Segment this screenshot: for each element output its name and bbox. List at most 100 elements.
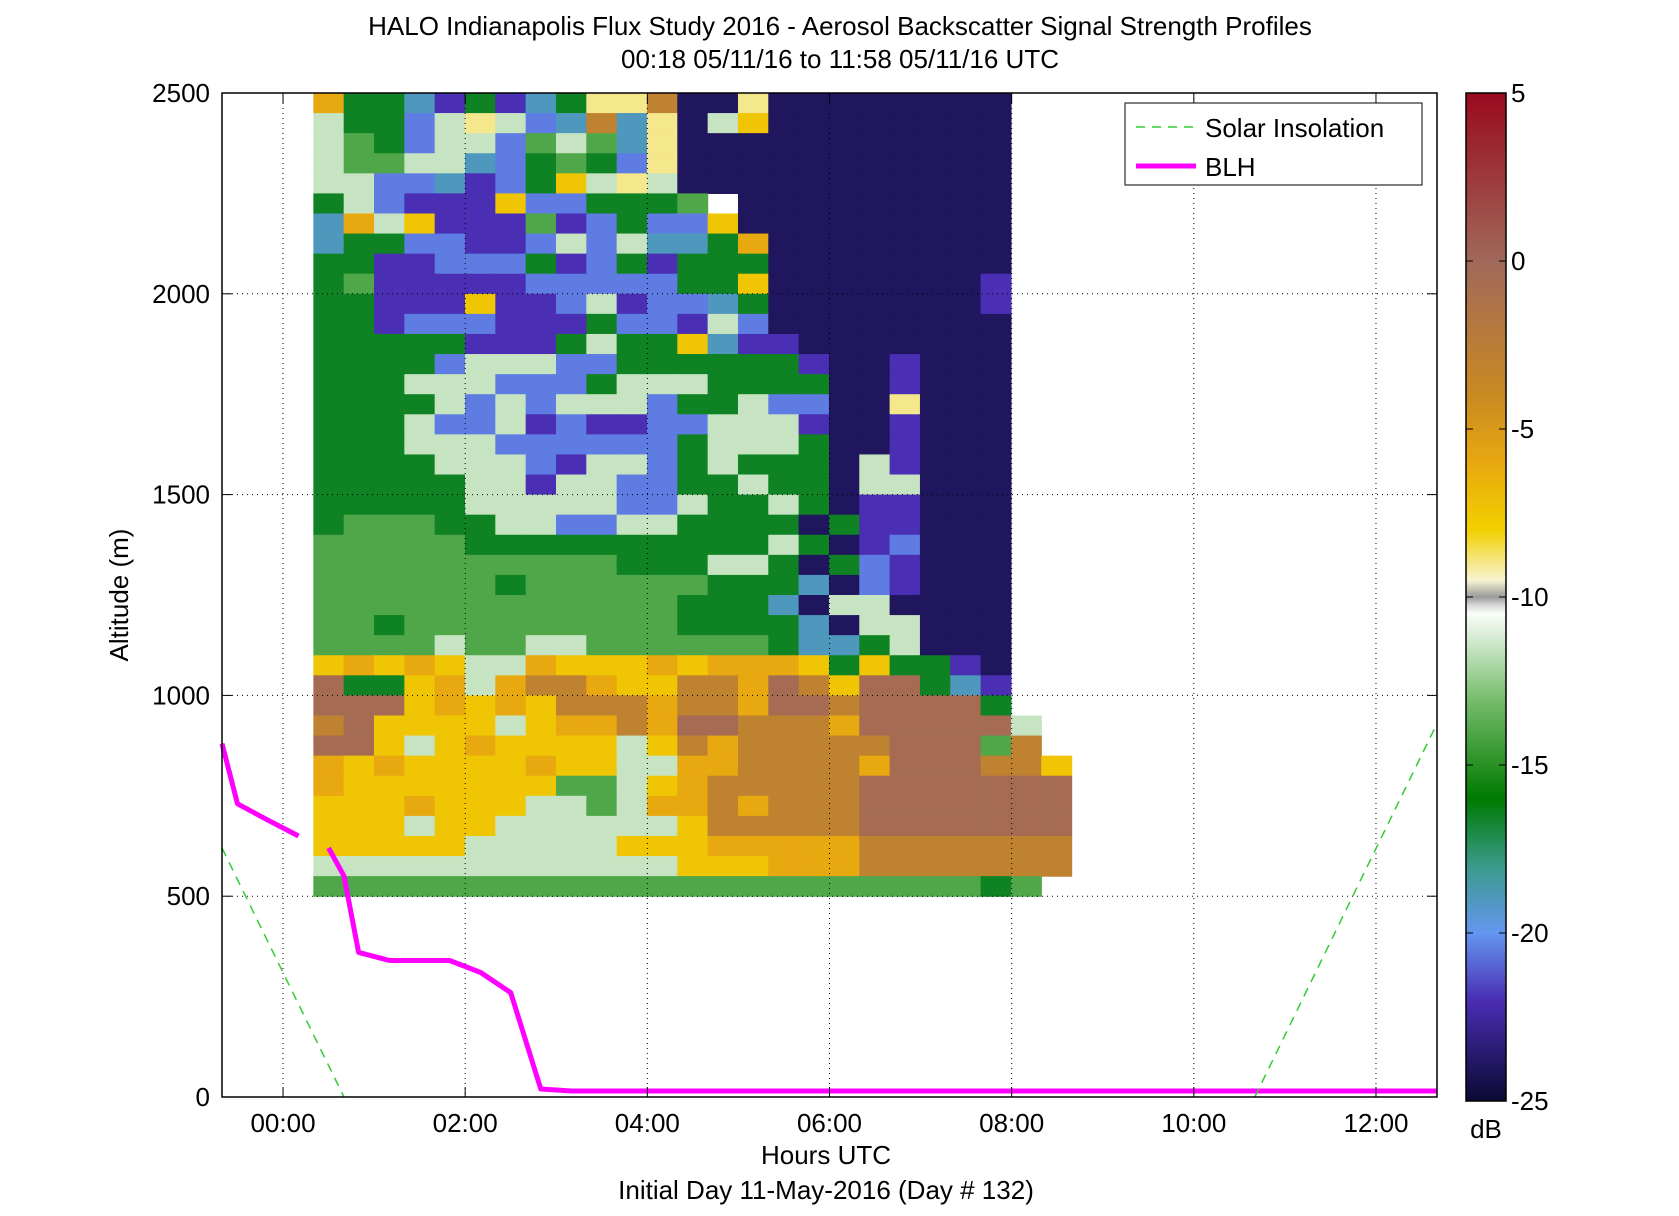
heatmap-cell	[374, 695, 405, 717]
heatmap-cell	[313, 554, 345, 576]
heatmap-cell	[555, 173, 587, 194]
heatmap-cell	[374, 333, 405, 355]
heatmap-cell	[950, 595, 982, 616]
heatmap-cell	[798, 193, 830, 215]
heatmap-cell	[737, 514, 769, 536]
heatmap-cell	[889, 253, 921, 275]
heatmap-cell	[677, 655, 709, 676]
heatmap-cell	[343, 354, 375, 375]
heatmap-cell	[374, 474, 405, 496]
heatmap-cell	[737, 253, 769, 275]
heatmap-cell	[707, 133, 739, 154]
heatmap-cell	[768, 213, 800, 235]
heatmap-cell	[646, 655, 678, 676]
heatmap-cell	[677, 615, 709, 636]
heatmap-cell	[313, 193, 345, 215]
heatmap-cell	[828, 153, 860, 174]
heatmap-cell	[616, 615, 648, 636]
heatmap-cell	[586, 755, 618, 777]
heatmap-cell	[707, 173, 739, 194]
heatmap-cell	[707, 715, 739, 737]
heatmap-cell	[343, 574, 375, 596]
heatmap-cell	[798, 775, 830, 797]
heatmap-cell	[1041, 775, 1073, 797]
heatmap-cell	[707, 213, 739, 235]
heatmap-cell	[586, 574, 618, 596]
heatmap-cell	[737, 815, 769, 837]
heatmap-cell	[798, 755, 830, 777]
heatmap-cell	[616, 213, 648, 235]
heatmap-cell	[980, 815, 1012, 837]
heatmap-cell	[646, 414, 678, 435]
colorbar-ticks: 5 0 -5 -10 -15 -20 -25	[1466, 78, 1549, 1116]
heatmap-cell	[555, 815, 587, 837]
heatmap-cell	[404, 695, 436, 717]
heatmap-cell	[677, 293, 709, 315]
heatmap-cell	[980, 695, 1012, 717]
heatmap-cell	[495, 815, 527, 837]
heatmap-cell	[889, 514, 921, 536]
heatmap-cell	[495, 394, 527, 415]
heatmap-cell	[859, 695, 891, 717]
heatmap-cell	[980, 474, 1012, 496]
heatmap-cell	[798, 133, 830, 154]
heatmap-cell	[555, 715, 587, 737]
heatmap-cell	[465, 153, 496, 174]
heatmap-cell	[586, 414, 618, 435]
heatmap-cell	[950, 815, 982, 837]
heatmap-cell	[313, 414, 345, 435]
heatmap-cell	[525, 494, 557, 516]
heatmap-cell	[465, 494, 496, 516]
heatmap-cell	[343, 193, 375, 215]
heatmap-cell	[586, 93, 618, 114]
heatmap-cell	[1010, 835, 1042, 857]
heatmap-cell	[313, 474, 345, 496]
heatmap-cell	[798, 213, 830, 235]
heatmap-cell	[404, 595, 436, 616]
heatmap-cell	[737, 273, 769, 295]
heatmap-cell	[586, 695, 618, 717]
heatmap-cell	[374, 273, 405, 295]
heatmap-cell	[646, 333, 678, 355]
heatmap-cell	[889, 835, 921, 857]
heatmap-cell	[465, 434, 496, 456]
heatmap-cell	[313, 815, 345, 837]
heatmap-cell	[980, 835, 1012, 857]
heatmap-cell	[677, 795, 709, 817]
heatmap-cell	[768, 815, 800, 837]
heatmap-cell	[950, 715, 982, 737]
heatmap-cell	[374, 133, 405, 154]
heatmap-cell	[859, 414, 891, 435]
heatmap-cell	[828, 113, 860, 134]
heatmap-cell	[465, 655, 496, 676]
heatmap-cell	[586, 173, 618, 194]
heatmap-cell	[737, 93, 769, 114]
heatmap-cell	[525, 815, 557, 837]
heatmap-cell	[768, 93, 800, 114]
heatmap-cell	[465, 514, 496, 536]
heatmap-cell	[616, 374, 648, 395]
heatmap-cell	[555, 354, 587, 375]
heatmap-cell	[465, 815, 496, 837]
heatmap-cell	[768, 233, 800, 255]
heatmap-cell	[919, 635, 951, 656]
heatmap-cell	[859, 193, 891, 215]
heatmap-cell	[798, 494, 830, 516]
heatmap-cell	[616, 313, 648, 335]
heatmap-cell	[343, 273, 375, 295]
heatmap-cell	[677, 173, 709, 194]
heatmap-cell	[859, 173, 891, 194]
heatmap-cell	[919, 233, 951, 255]
heatmap-cell	[343, 213, 375, 235]
heatmap-cell	[828, 293, 860, 315]
heatmap-cell	[980, 454, 1012, 476]
heatmap-cell	[495, 333, 527, 355]
heatmap-cell	[889, 735, 921, 757]
heatmap-cell	[586, 233, 618, 255]
heatmap-cell	[707, 675, 739, 696]
heatmap-cell	[495, 574, 527, 596]
heatmap-cell	[828, 775, 860, 797]
heatmap-cell	[828, 354, 860, 375]
heatmap-cell	[313, 574, 345, 596]
heatmap-cell	[859, 394, 891, 415]
